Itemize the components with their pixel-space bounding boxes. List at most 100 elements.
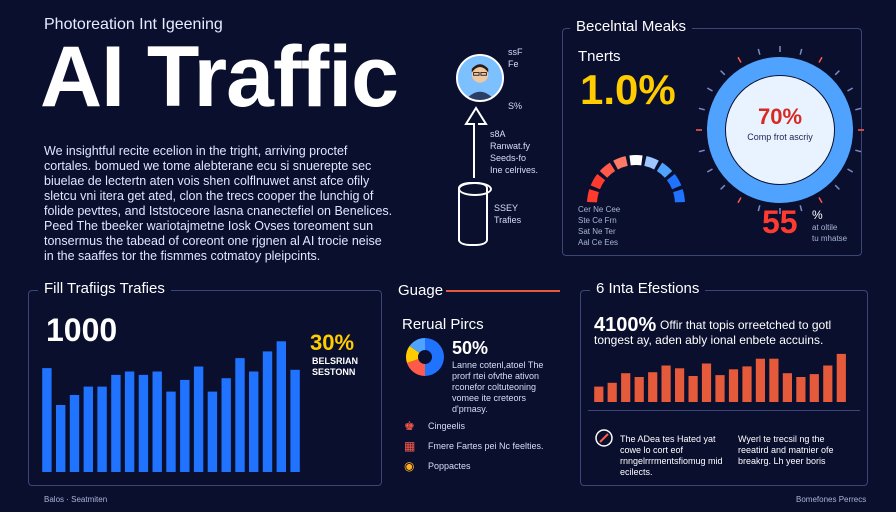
legend-row: Aal Ce Ees — [578, 238, 619, 247]
effects-value: 4100% — [594, 314, 657, 336]
effects-desc: Offir that topis orreetched to gotl tong… — [594, 318, 832, 347]
donut-tick — [799, 205, 803, 212]
pie-slice — [425, 338, 444, 376]
gauge-segment — [644, 156, 659, 170]
gauge-title: Guage — [398, 282, 444, 299]
semi-gauge — [587, 155, 685, 203]
note-line: s8A — [490, 129, 506, 139]
note-line: SSEY — [494, 203, 519, 213]
donut-caption: Comp frot ascriy — [747, 132, 813, 142]
kpi-notes: at oltile tu mhatse — [812, 222, 847, 244]
bar — [42, 368, 52, 472]
legend-row: Ste Ce Frn — [578, 216, 617, 225]
kpi-note: at oltile — [812, 223, 838, 232]
bar — [207, 391, 218, 472]
donut-tick — [834, 70, 840, 76]
bar — [249, 371, 259, 472]
traffic-panel — [28, 290, 382, 486]
intro-paragraph: We insightful recite ecelion in the trig… — [44, 144, 393, 263]
bar — [124, 371, 135, 472]
bar — [661, 365, 671, 402]
bar — [715, 375, 725, 402]
arrow-up-icon — [464, 106, 488, 178]
traffic-title: Fill Trafiigs Trafies — [44, 280, 165, 297]
gauge-segment — [587, 189, 599, 203]
metrics-panel-title-wrap: Becelntal Meaks — [570, 18, 693, 36]
bar — [688, 376, 698, 402]
avatar — [456, 54, 504, 102]
traffic-side-sub: BELSRIAN SESTONN — [312, 356, 358, 378]
donut-tick — [706, 87, 713, 92]
gauge-segment — [590, 174, 606, 190]
bar — [83, 386, 93, 472]
legend-row: Sat Ne Ter — [578, 227, 616, 236]
traffic-title-wrap: Fill Trafiigs Trafies — [38, 280, 171, 298]
donut-center — [726, 76, 834, 184]
gauge-segment — [613, 156, 628, 170]
page-title: AI Traffic — [40, 29, 399, 125]
effects-bar-chart — [594, 353, 846, 402]
gauge-segment — [673, 189, 685, 203]
metrics-big-value: 1.0% — [580, 66, 676, 113]
bar — [262, 351, 273, 472]
side-sub-line: SESTONN — [312, 367, 356, 377]
gauge-item: ▦ Fmere Fartes pei Nc feelties. — [404, 436, 564, 456]
donut-tick — [847, 87, 854, 92]
effects-panel — [580, 290, 868, 486]
donut-tick — [698, 149, 705, 153]
bar — [675, 368, 685, 402]
donut-tick — [799, 48, 803, 55]
gauge-item-label: Cingeelis — [428, 421, 466, 431]
donut-tick — [847, 168, 854, 173]
profile-note-b: Fe — [508, 59, 519, 69]
database-icon — [458, 182, 492, 246]
metrics-panel-title: Becelntal Meaks — [576, 18, 687, 35]
bar — [111, 374, 121, 472]
gauge-segment — [666, 174, 682, 190]
bar — [648, 372, 658, 402]
donut-tick — [706, 168, 713, 173]
note-line: Ine celrives. — [490, 165, 539, 175]
chart-icon: ▦ — [404, 439, 416, 453]
coins-icon: ◉ — [404, 459, 415, 473]
gauge-items: ♚ Cingeelis ▦ Fmere Fartes pei Nc feelti… — [404, 416, 564, 476]
note-line: Seeds-fo — [490, 153, 527, 163]
bar — [193, 366, 204, 472]
bar — [742, 366, 752, 402]
bar — [69, 395, 80, 472]
bar — [809, 374, 819, 402]
effects-divider — [588, 410, 860, 411]
gauge-item-label: Poppactes — [428, 461, 471, 471]
gauge-segment — [656, 162, 673, 178]
gauge-desc: Lanne cotenl,atoel The prorf rtei ofvthe… — [452, 360, 544, 414]
effects-note-a: The ADea tes Hated yat cowe lo cort eof … — [620, 434, 723, 477]
bar — [276, 341, 286, 472]
bar — [180, 379, 190, 472]
donut-tick — [757, 48, 761, 55]
metrics-legend: Cer Ne Cee Ste Ce Frn Sat Ne Ter Aal Ce … — [578, 204, 682, 248]
pie-hole — [418, 350, 432, 364]
gauge-pie — [406, 338, 444, 376]
donut-tick — [757, 205, 761, 212]
bar — [634, 377, 644, 402]
gauge-item: ♚ Cingeelis — [404, 416, 564, 436]
traffic-footnote: Balos · Seatmiten — [44, 495, 108, 504]
side-sub-line: BELSRIAN — [312, 356, 359, 366]
donut-chart — [696, 46, 864, 214]
effects-note-b: Wyerl te trecsil ng the reeatird and mat… — [738, 434, 834, 466]
bar — [755, 358, 765, 402]
donut-tick — [720, 70, 726, 76]
bar — [290, 369, 300, 472]
note-line: Ranwat.fy — [490, 141, 531, 151]
profile-notes-lower: SSEY Trafies — [494, 202, 521, 226]
kpi-suffix: % — [812, 208, 823, 222]
metrics-label: Tnerts — [578, 48, 621, 65]
traffic-bar-chart — [42, 341, 300, 472]
bar — [769, 358, 779, 402]
profile-note-a: ssF — [508, 47, 523, 57]
donut-tick — [834, 184, 840, 190]
kpi-value: 55 — [762, 204, 798, 240]
bar — [594, 386, 604, 402]
profile-notes-mid: s8A Ranwat.fy Seeds-fo Ine celrives. — [490, 128, 538, 176]
compass-icon — [595, 429, 613, 447]
